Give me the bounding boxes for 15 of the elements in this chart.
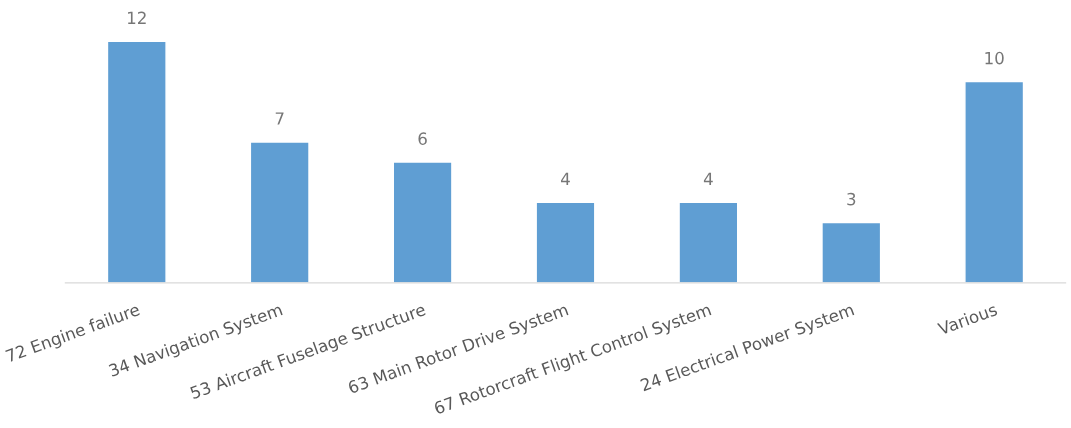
- bar: [392, 161, 453, 283]
- x-tick-label: Various: [936, 302, 998, 336]
- data-label: 10: [985, 51, 1004, 65]
- bar: [535, 201, 596, 283]
- bar: [106, 40, 167, 283]
- data-label: 12: [128, 11, 146, 24]
- bar: [821, 221, 882, 283]
- bar: [678, 201, 739, 283]
- data-label: 6: [418, 132, 427, 145]
- data-label: 7: [275, 112, 284, 125]
- data-label: 4: [703, 172, 713, 185]
- data-label: 4: [561, 172, 570, 185]
- bar: [249, 141, 310, 283]
- data-label: 3: [847, 192, 856, 206]
- bar: [964, 80, 1025, 283]
